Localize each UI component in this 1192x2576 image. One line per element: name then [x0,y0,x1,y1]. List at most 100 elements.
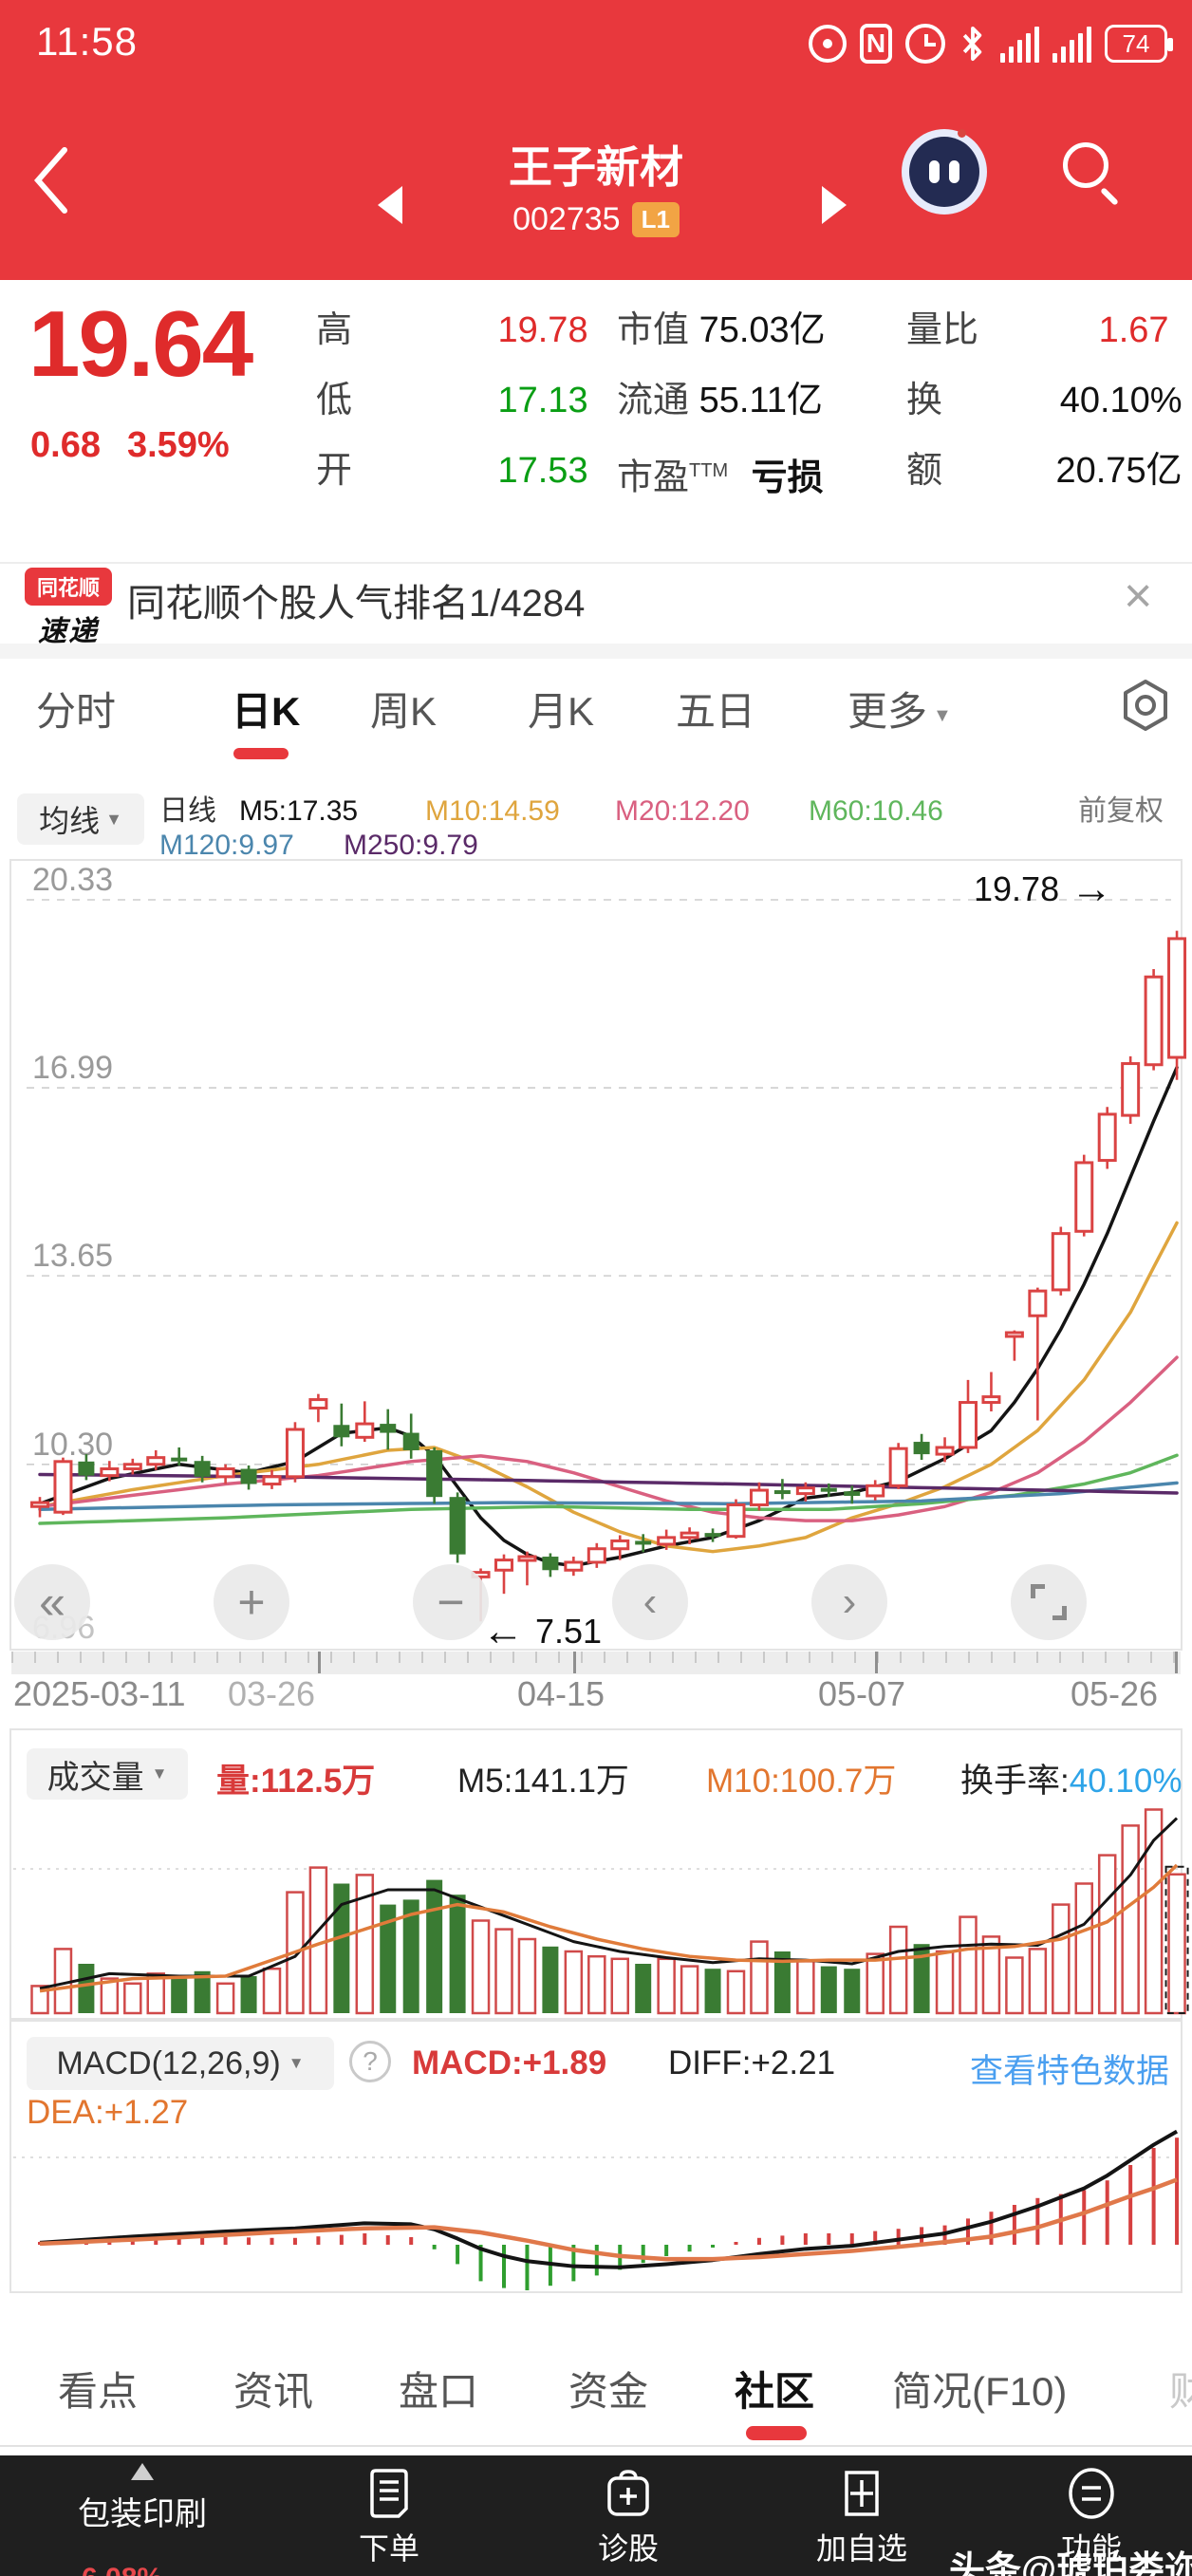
app-header: 11:58 N 74 王子新材 002735 L1 [0,0,1192,280]
divider [0,644,1192,659]
date-label-1: 03-26 [228,1674,316,1713]
sector-name: 包装印刷 [78,2496,207,2532]
tab-kandian[interactable]: 看点 [58,2369,139,2414]
legend-period: 日线 [159,795,216,827]
quote-low-row: 低 17.13 [316,376,591,425]
svg-text:20.33: 20.33 [32,862,113,898]
robot-icon [909,129,979,207]
add-watchlist-button[interactable]: 加自选 [795,2467,928,2568]
chart-settings-button[interactable] [1116,676,1175,735]
next-stock-button[interactable] [822,186,847,224]
tab-fenshi[interactable]: 分时 [36,689,117,734]
current-price: 19.64 [28,291,253,396]
popularity-rank-banner[interactable]: 同花顺个股人气排名1/4284 [127,583,586,625]
svg-text:13.65: 13.65 [32,1238,113,1274]
low-price-annotation: ← 7.51 [482,1608,603,1654]
date-label-3: 05-07 [818,1674,906,1713]
divider [0,2445,1192,2447]
pan-left-button[interactable]: ‹ [612,1564,688,1640]
help-icon[interactable]: ? [349,2041,391,2082]
tab-jiankuang-f10[interactable]: 简况(F10) [892,2369,1068,2414]
macd-value-label: MACD:+1.89 [412,2044,607,2081]
bottom-toolbar: 包装印刷 6.08% 下单 诊股 [0,2455,1192,2576]
watermark: 头条@琥珀娄迩 [949,2550,1192,2576]
fullscreen-icon [1031,1584,1067,1620]
price-change-pct: 3.59% [126,425,230,465]
place-order-button[interactable]: 下单 [332,2467,446,2568]
prev-stock-button[interactable] [378,186,402,224]
svg-text:16.99: 16.99 [32,1050,113,1086]
ai-assistant-button[interactable] [902,129,987,215]
high-price-annotation: 19.78 → [974,866,1113,912]
quote-float-row: 流通 55.11亿 [617,381,823,420]
fullscreen-button[interactable] [1011,1564,1087,1640]
sector-button[interactable]: 包装印刷 [38,2463,247,2534]
legend-m20: M20:12.20 [615,795,750,827]
quote-pe-row: 市盈TTM 亏损 [617,457,824,498]
float-value: 55.11亿 [698,381,823,420]
chevron-down-icon: ▼ [933,705,952,726]
low-value: 17.13 [497,381,588,420]
price-change: 0.68 [30,425,101,465]
ths-express-logo: 同花顺 速递 [25,568,112,649]
dea-value-label: DEA:+1.27 [27,2094,189,2131]
tab-more[interactable]: 更多 ▼ [847,689,952,734]
tab-monthly-k[interactable]: 月K [528,689,595,734]
chevron-down-icon: ▼ [105,809,122,829]
volume-chart[interactable] [0,1730,1192,2020]
level-badge: L1 [631,202,680,237]
search-button[interactable] [1063,142,1129,209]
tab-five-day[interactable]: 五日 [676,689,756,734]
date-label-2: 04-15 [517,1674,605,1713]
svg-text:10.30: 10.30 [32,1427,113,1463]
macd-indicator-button[interactable]: MACD(12,26,9) ▼ [27,2037,334,2090]
ma-settings-button[interactable]: 均线 ▼ [17,793,144,845]
triangle-up-icon [131,2463,154,2480]
volume-value-label: 量:112.5万 [216,1763,376,1800]
signal-bars-icon-2 [1052,25,1091,63]
zoom-in-button[interactable]: + [214,1564,289,1640]
turnover-value: 40.10% [1059,381,1183,420]
open-value: 17.53 [497,451,588,491]
tab-daily-k[interactable]: 日K [232,689,301,734]
arrow-left-icon: ← [482,1608,524,1654]
mktcap-value: 75.03亿 [698,310,826,350]
tab-zixun[interactable]: 资讯 [233,2369,314,2414]
tab-pankou[interactable]: 盘口 [399,2369,479,2414]
more-functions-button[interactable]: 功能 [1034,2467,1148,2568]
date-label-0: 2025-03-11 [13,1674,186,1713]
stock-code: 002735 [512,201,621,237]
arrow-right-icon: → [1071,866,1113,912]
quote-amount-row: 额 20.75亿 [906,446,1186,495]
back-button[interactable] [28,142,76,218]
pan-right-button[interactable]: › [811,1564,887,1640]
divider [0,562,1192,564]
chevron-down-icon: ▼ [288,2054,305,2072]
diagnose-stock-button[interactable]: 诊股 [571,2467,685,2568]
tab-weekly-k[interactable]: 周K [370,689,438,734]
tab-shequ[interactable]: 社区 [735,2369,815,2414]
adjust-mode-label[interactable]: 前复权 [1078,795,1164,827]
quote-open-row: 开 17.53 [316,446,591,495]
turnover-rate-label: 换手率:40.10% [960,1763,1183,1800]
tab-caiwu-clipped[interactable]: 财 [1169,2369,1192,2414]
macd-chart[interactable] [0,2022,1192,2292]
quote-turnover-row: 换 40.10% [906,376,1186,425]
legend-m10: M10:14.59 [425,795,560,827]
legend-m60: M60:10.46 [809,795,943,827]
status-icons: N 74 [809,23,1173,65]
zoom-out-button[interactable]: − [413,1564,489,1640]
price-change-row: 0.68 3.59% [30,425,230,466]
diff-value-label: DIFF:+2.21 [668,2044,836,2081]
close-icon[interactable]: × [1124,569,1153,624]
scroll-left-button[interactable]: « [14,1564,90,1640]
high-value: 19.78 [497,310,588,350]
eye-protection-icon [809,25,847,63]
volume-indicator-button[interactable]: 成交量 ▼ [27,1748,188,1800]
tab-zijin[interactable]: 资金 [568,2369,649,2414]
quote-volratio-row: 量比 1.67 [906,306,1186,355]
special-data-link[interactable]: 查看特色数据 [970,2053,1170,2090]
volume-m5-label: M5:141.1万 [457,1763,629,1800]
stock-title: 王子新材 [509,142,683,192]
